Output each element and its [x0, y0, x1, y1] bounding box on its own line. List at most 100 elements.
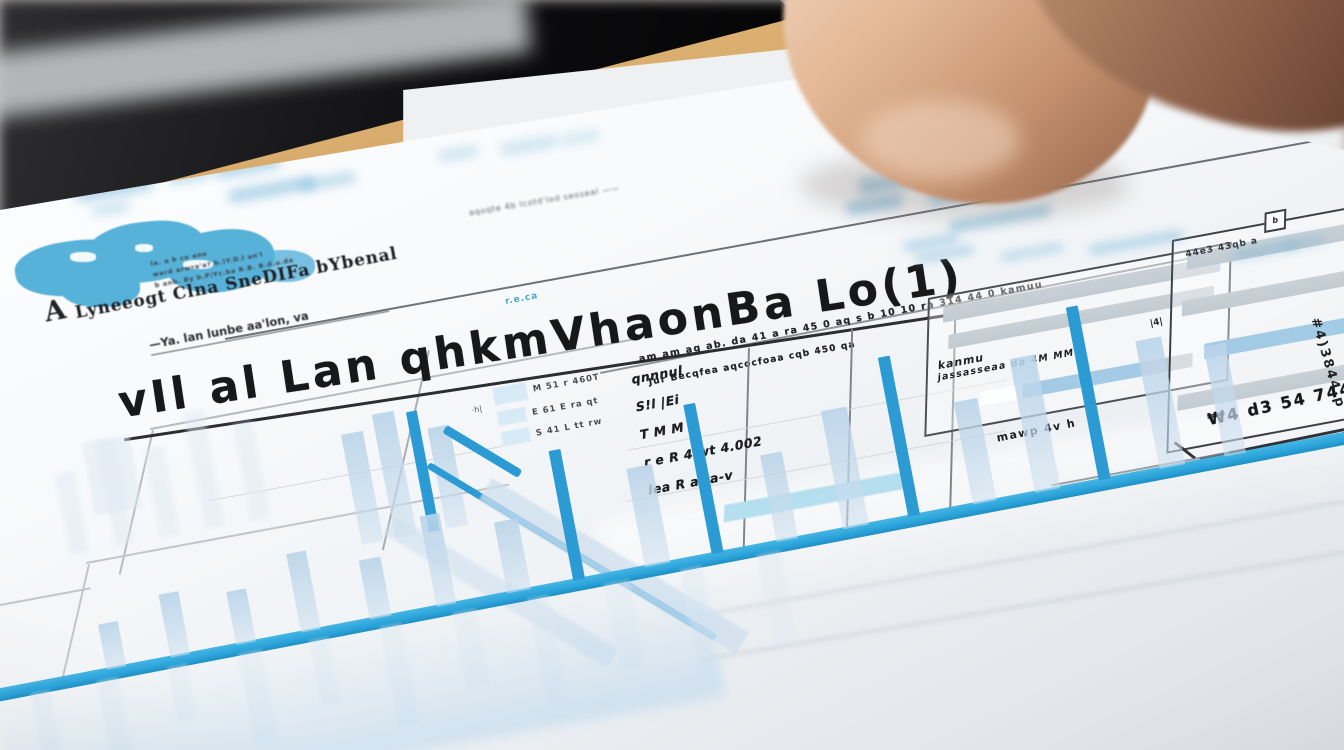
map-speck: [135, 244, 153, 252]
blurred-blue-mark: [1231, 240, 1299, 260]
chart-baseline: [0, 422, 1344, 707]
letterhead-initial: A: [42, 294, 69, 329]
chart-bar: [96, 676, 134, 750]
ghost-bar: [81, 434, 143, 516]
panel-bar-blue: [1204, 312, 1344, 360]
summary-box-b: b: [1166, 196, 1344, 454]
blurred-blue-mark: [227, 175, 317, 204]
legend-items: M 51 r 460T E 61 E ra qt S 41 L tt rw: [492, 368, 609, 447]
chart-bar: [95, 438, 135, 547]
blurred-blue-mark: [1284, 234, 1326, 250]
chart-bar: [820, 406, 869, 530]
chart-bar: [603, 579, 646, 671]
header-rule: [225, 129, 1344, 340]
ghost-bar-group: [54, 409, 286, 555]
panel-bar-gray: [948, 285, 1215, 350]
table-row-label: qnnnul: [631, 362, 683, 388]
blurred-blue-mark: [844, 193, 904, 216]
chart-bar: [419, 512, 457, 607]
legend-swatch-icon: [500, 426, 532, 447]
chart-bar: [54, 470, 90, 555]
grid-line: [381, 350, 430, 551]
letterhead-fine-print: la. a b co ano ward arwra'a? b.)Y.D.l an'…: [150, 234, 295, 292]
table-row-label: r e R 4 wt 4.002: [644, 432, 763, 471]
blurred-blue-mark: [947, 204, 1053, 233]
legend-item-label: E 61 E ra qt: [531, 395, 600, 418]
foreground-blur: [0, 578, 725, 750]
chart-bar: [1009, 354, 1061, 493]
company-name: Lyneeogt Clna SneDIFa bYbenal: [73, 243, 400, 324]
chart-bar: [29, 689, 62, 750]
paper-crease: [694, 496, 1344, 618]
trend-line-segment: [426, 462, 718, 641]
chart-bar: [683, 402, 724, 555]
table-row-line: [627, 379, 1007, 451]
chart-bar: [286, 550, 321, 633]
table-column-line: [742, 347, 750, 553]
table-row-label: S!l |Ei: [635, 391, 680, 415]
chart-bar: [341, 430, 384, 545]
map-speck: [70, 252, 96, 262]
faint-annotation: aqoqte 4b lcotd'lod seoseal ——: [468, 183, 621, 218]
map-blob: [253, 250, 315, 282]
chart-bar: [167, 663, 198, 723]
legend-mark: ·h|: [470, 404, 483, 415]
pale-band: [478, 478, 750, 655]
report-title: vIl al Lan qhkmVhaonBa Lo(1): [115, 237, 1055, 442]
pale-band: [383, 515, 618, 668]
letterhead-subline: —Ya. lan lunbe aa'lon, va: [148, 293, 390, 356]
world-map-icon: [11, 215, 315, 322]
letterhead: A Lyneeogt Clna SneDIFa bYbenal: [42, 233, 399, 329]
blurred-blue-mark: [559, 128, 601, 147]
legend-item-label: M 51 r 460T: [532, 372, 601, 395]
legend-item: S 41 L tt rw: [500, 413, 609, 447]
chart-bar: [680, 565, 725, 690]
chart-bar: [379, 622, 421, 728]
highlighted-cell: [723, 470, 912, 523]
table-row-label: T M M A: [639, 416, 699, 443]
box-a-label-main: jassasseaa da 4M MMM: [937, 345, 1085, 384]
table-row-label: lea R a ta-v: [648, 466, 734, 498]
chart-bar: [308, 636, 342, 708]
chart-bar: [358, 556, 392, 620]
legend-swatch-icon: [496, 406, 528, 427]
blurred-blue-mark: [437, 144, 479, 163]
map-blob: [160, 220, 280, 302]
grid-line: [150, 337, 637, 430]
chart-bar: [226, 588, 256, 646]
legend-swatch-icon: [492, 381, 529, 406]
panel-bar-blue_mix: [979, 352, 1193, 407]
blurred-blue-mark: [927, 182, 995, 207]
table-column-line: [949, 309, 956, 515]
dash-rule: [1051, 451, 1229, 486]
chart-bar: [232, 420, 271, 521]
main-bar-chart: [0, 305, 1344, 750]
corner-annotation: 44e3 43qb a: [1184, 236, 1259, 260]
paper-sheen: [596, 383, 1344, 631]
box-a-labels: kanmu jassasseaa da 4M MMM: [937, 332, 1085, 384]
box-b-tick: b: [1264, 208, 1287, 234]
chart-bar: [526, 594, 570, 709]
blurred-blue-mark: [1087, 229, 1185, 256]
map-blob: [11, 231, 149, 304]
letterhead-tiny-line: b anb. By b.P/Yc.ba R.B. B.d.u.da: [154, 255, 295, 290]
panel-bar-gray: [943, 255, 1221, 323]
blurred-blue-mark: [499, 134, 559, 157]
grid-line: [210, 445, 506, 501]
diagonal-bar: [442, 425, 523, 479]
panel-bar-gray: [1186, 217, 1344, 270]
letterhead-tiny-line: ward arwra'a? b.)Y.D.l an'l: [152, 250, 264, 279]
chart-bar: [183, 409, 226, 530]
column-header-row: am am ag ab. da 41 a ra 45 0 aq s b 10 1…: [638, 279, 1044, 365]
blurred-blue-mark: [91, 200, 131, 217]
blurred-blue-mark: [299, 171, 357, 192]
blurred-blue-mark: [999, 242, 1065, 262]
paper-crease: [704, 542, 1344, 661]
letterhead-tiny-line: la. a b co ano: [150, 249, 208, 268]
box-b-side-mark: |4|: [1149, 316, 1164, 330]
table-row-line: [626, 430, 1006, 502]
